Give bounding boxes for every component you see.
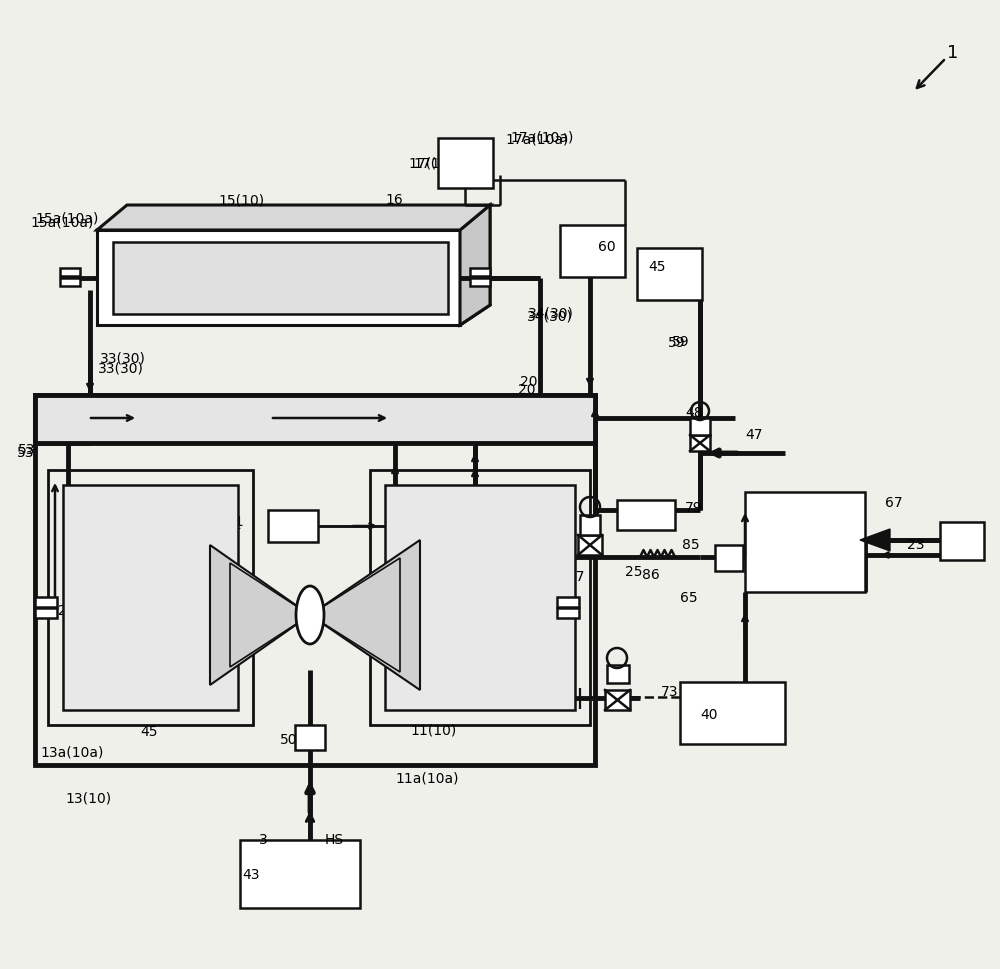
Text: 77: 77 (568, 570, 586, 584)
Text: 33(30): 33(30) (100, 351, 146, 365)
Text: 59: 59 (668, 336, 686, 350)
Text: LS: LS (624, 508, 640, 522)
Text: 45: 45 (140, 725, 158, 739)
Text: 31(30): 31(30) (530, 608, 576, 622)
Text: 17a(10a): 17a(10a) (510, 130, 573, 144)
Bar (35, 597, 57, 607)
Text: 60: 60 (598, 240, 616, 254)
Text: 43: 43 (242, 868, 260, 882)
Bar (557, 597, 579, 607)
Bar (35, 395, 595, 443)
Text: 33(30): 33(30) (98, 361, 144, 375)
Text: 57: 57 (367, 603, 384, 617)
Text: 1: 1 (947, 44, 958, 62)
Bar (617, 500, 675, 530)
Text: 12: 12 (318, 608, 336, 622)
Bar (113, 242, 448, 314)
Polygon shape (210, 545, 310, 685)
Bar (745, 492, 865, 592)
Text: HS: HS (325, 833, 344, 847)
Bar (97, 230, 460, 325)
Text: 13a(10a): 13a(10a) (40, 746, 103, 760)
Text: 73: 73 (660, 685, 678, 699)
Text: 85: 85 (682, 538, 700, 552)
Bar (605, 690, 630, 710)
Text: 86: 86 (642, 568, 660, 582)
Bar (940, 522, 984, 560)
Text: 71: 71 (225, 518, 243, 532)
Text: 55: 55 (258, 608, 276, 622)
Bar (63, 485, 238, 710)
Text: 16: 16 (385, 193, 403, 207)
Text: 47: 47 (745, 428, 763, 442)
Bar (48, 470, 253, 725)
Text: 67: 67 (885, 496, 903, 510)
Polygon shape (860, 529, 890, 551)
Text: 11(10): 11(10) (410, 723, 456, 737)
Text: 20: 20 (520, 375, 538, 389)
Bar (268, 510, 318, 542)
Bar (240, 840, 360, 908)
Text: 34(30): 34(30) (528, 306, 574, 320)
Text: 53: 53 (17, 446, 34, 460)
Text: 23: 23 (906, 538, 924, 552)
Bar (60, 268, 80, 276)
Text: 15a(10a): 15a(10a) (30, 215, 93, 229)
Polygon shape (460, 205, 490, 325)
Text: 11a(10a): 11a(10a) (395, 771, 458, 785)
Bar (60, 278, 80, 286)
Text: 34(30): 34(30) (527, 309, 573, 323)
Text: 17(10): 17(10) (413, 156, 459, 170)
Ellipse shape (296, 586, 324, 644)
Text: 17a(10a): 17a(10a) (505, 132, 568, 146)
Bar (607, 665, 629, 683)
Bar (470, 268, 490, 276)
Text: 59: 59 (672, 335, 690, 349)
Bar (438, 138, 493, 188)
Bar (690, 418, 710, 435)
Bar (578, 535, 602, 555)
Bar (470, 278, 490, 286)
Text: 65: 65 (680, 591, 698, 605)
Text: 17(10): 17(10) (408, 156, 454, 170)
Bar (680, 682, 785, 744)
Text: 3: 3 (259, 833, 268, 847)
Text: 20: 20 (518, 383, 536, 397)
Text: 45: 45 (648, 260, 666, 274)
Text: 32(30): 32(30) (50, 603, 96, 617)
Text: 79: 79 (685, 501, 703, 515)
Polygon shape (97, 205, 490, 230)
Text: 71: 71 (227, 515, 245, 529)
Bar (370, 470, 590, 725)
Bar (580, 515, 600, 535)
Text: 62: 62 (542, 666, 560, 680)
Text: 48: 48 (685, 406, 703, 420)
Text: 15a(10a): 15a(10a) (35, 211, 98, 225)
Bar (690, 435, 710, 451)
Bar (35, 608, 57, 618)
Bar (385, 485, 575, 710)
Text: 13(10): 13(10) (65, 791, 111, 805)
Bar (637, 248, 702, 300)
Bar (715, 545, 743, 571)
Text: 53: 53 (18, 443, 36, 457)
Text: 25: 25 (625, 565, 642, 579)
Bar (560, 225, 625, 277)
Polygon shape (310, 540, 420, 690)
Bar (557, 608, 579, 618)
Text: 40: 40 (700, 708, 718, 722)
Text: 58: 58 (175, 606, 193, 620)
Bar (35, 395, 595, 765)
Text: 15(10): 15(10) (218, 193, 264, 207)
Bar (295, 725, 325, 750)
Text: 50: 50 (280, 733, 298, 747)
